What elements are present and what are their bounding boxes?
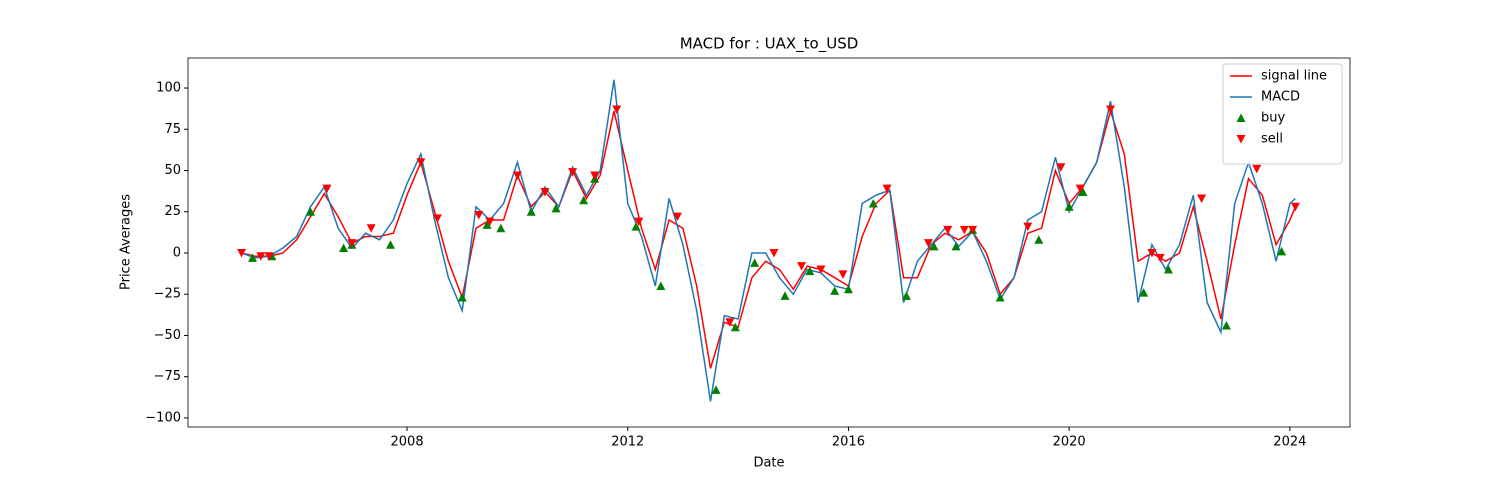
marker xyxy=(882,184,892,194)
marker xyxy=(305,207,315,216)
marker xyxy=(1075,184,1085,194)
marker xyxy=(1106,105,1116,114)
marker xyxy=(432,214,442,223)
marker xyxy=(457,293,467,302)
marker xyxy=(385,240,395,249)
marker xyxy=(339,243,349,253)
marker xyxy=(750,258,760,267)
marker xyxy=(590,171,600,180)
y-axis-label: Price Averages xyxy=(119,194,134,290)
marker xyxy=(496,223,506,233)
marker xyxy=(797,262,807,271)
x-axis-label: Date xyxy=(753,456,784,471)
marker xyxy=(929,241,939,251)
y-tick-label: 25 xyxy=(164,204,181,219)
y-tick-label: −75 xyxy=(154,369,181,384)
marker xyxy=(769,248,779,258)
marker xyxy=(512,171,522,180)
marker xyxy=(725,318,735,327)
marker xyxy=(1155,253,1165,263)
marker xyxy=(482,220,492,229)
marker xyxy=(1277,246,1287,256)
y-tick-label: 100 xyxy=(156,81,181,96)
marker xyxy=(237,248,247,258)
legend-swatch xyxy=(1236,113,1246,122)
marker xyxy=(485,217,495,227)
marker xyxy=(416,158,426,167)
marker xyxy=(843,284,853,294)
marker xyxy=(672,212,682,222)
marker xyxy=(711,385,721,394)
legend-label: signal line xyxy=(1261,69,1327,84)
marker xyxy=(1078,187,1088,196)
marker xyxy=(1034,235,1044,244)
marker xyxy=(256,252,266,261)
marker xyxy=(943,225,953,235)
marker xyxy=(264,252,274,261)
marker xyxy=(1252,164,1262,174)
marker xyxy=(805,266,815,276)
legend-box xyxy=(1222,63,1343,165)
legend-swatch xyxy=(1236,135,1246,144)
marker xyxy=(248,253,258,262)
plot-frame xyxy=(187,57,1351,428)
marker xyxy=(1139,288,1149,297)
marker xyxy=(347,239,357,248)
marker xyxy=(780,291,790,300)
marker xyxy=(551,203,561,213)
marker xyxy=(1221,321,1231,330)
marker xyxy=(631,222,641,231)
marker xyxy=(322,184,332,194)
marker xyxy=(540,187,550,197)
x-tick-label: 2016 xyxy=(832,435,865,450)
marker xyxy=(1064,202,1074,211)
chart-title: MACD for : UAX_to_USD xyxy=(680,35,859,54)
marker xyxy=(1056,163,1066,172)
y-tick-label: 50 xyxy=(164,163,181,178)
marker xyxy=(1163,264,1173,274)
marker xyxy=(1147,248,1157,258)
x-tick-label: 2020 xyxy=(1053,435,1086,450)
marker xyxy=(526,207,536,216)
legend-label: sell xyxy=(1261,132,1283,147)
legend-label: MACD xyxy=(1261,90,1300,105)
marker xyxy=(474,211,484,220)
marker xyxy=(1290,202,1300,212)
y-tick-label: 0 xyxy=(173,245,181,260)
marker xyxy=(634,217,644,227)
marker xyxy=(923,239,933,248)
marker xyxy=(951,241,961,251)
x-tick-label: 2008 xyxy=(391,435,424,450)
y-tick-label: −25 xyxy=(154,287,181,302)
marker xyxy=(568,168,578,177)
legend-label: buy xyxy=(1261,111,1285,126)
marker xyxy=(366,224,376,233)
marker xyxy=(1197,194,1207,204)
marker xyxy=(1023,222,1033,232)
marker xyxy=(816,265,826,274)
marker xyxy=(612,105,622,114)
y-tick-label: −50 xyxy=(154,328,181,343)
marker xyxy=(656,281,666,290)
marker xyxy=(579,195,589,205)
marker xyxy=(838,270,848,279)
marker xyxy=(968,225,978,235)
y-tick-label: 75 xyxy=(164,122,181,137)
marker xyxy=(830,286,840,295)
x-tick-label: 2012 xyxy=(611,435,644,450)
marker xyxy=(995,293,1005,302)
marker xyxy=(868,198,878,208)
y-tick-label: −100 xyxy=(145,410,181,425)
marker xyxy=(730,322,740,332)
marker xyxy=(959,225,969,235)
x-tick-label: 2024 xyxy=(1273,435,1306,450)
marker xyxy=(901,291,911,300)
